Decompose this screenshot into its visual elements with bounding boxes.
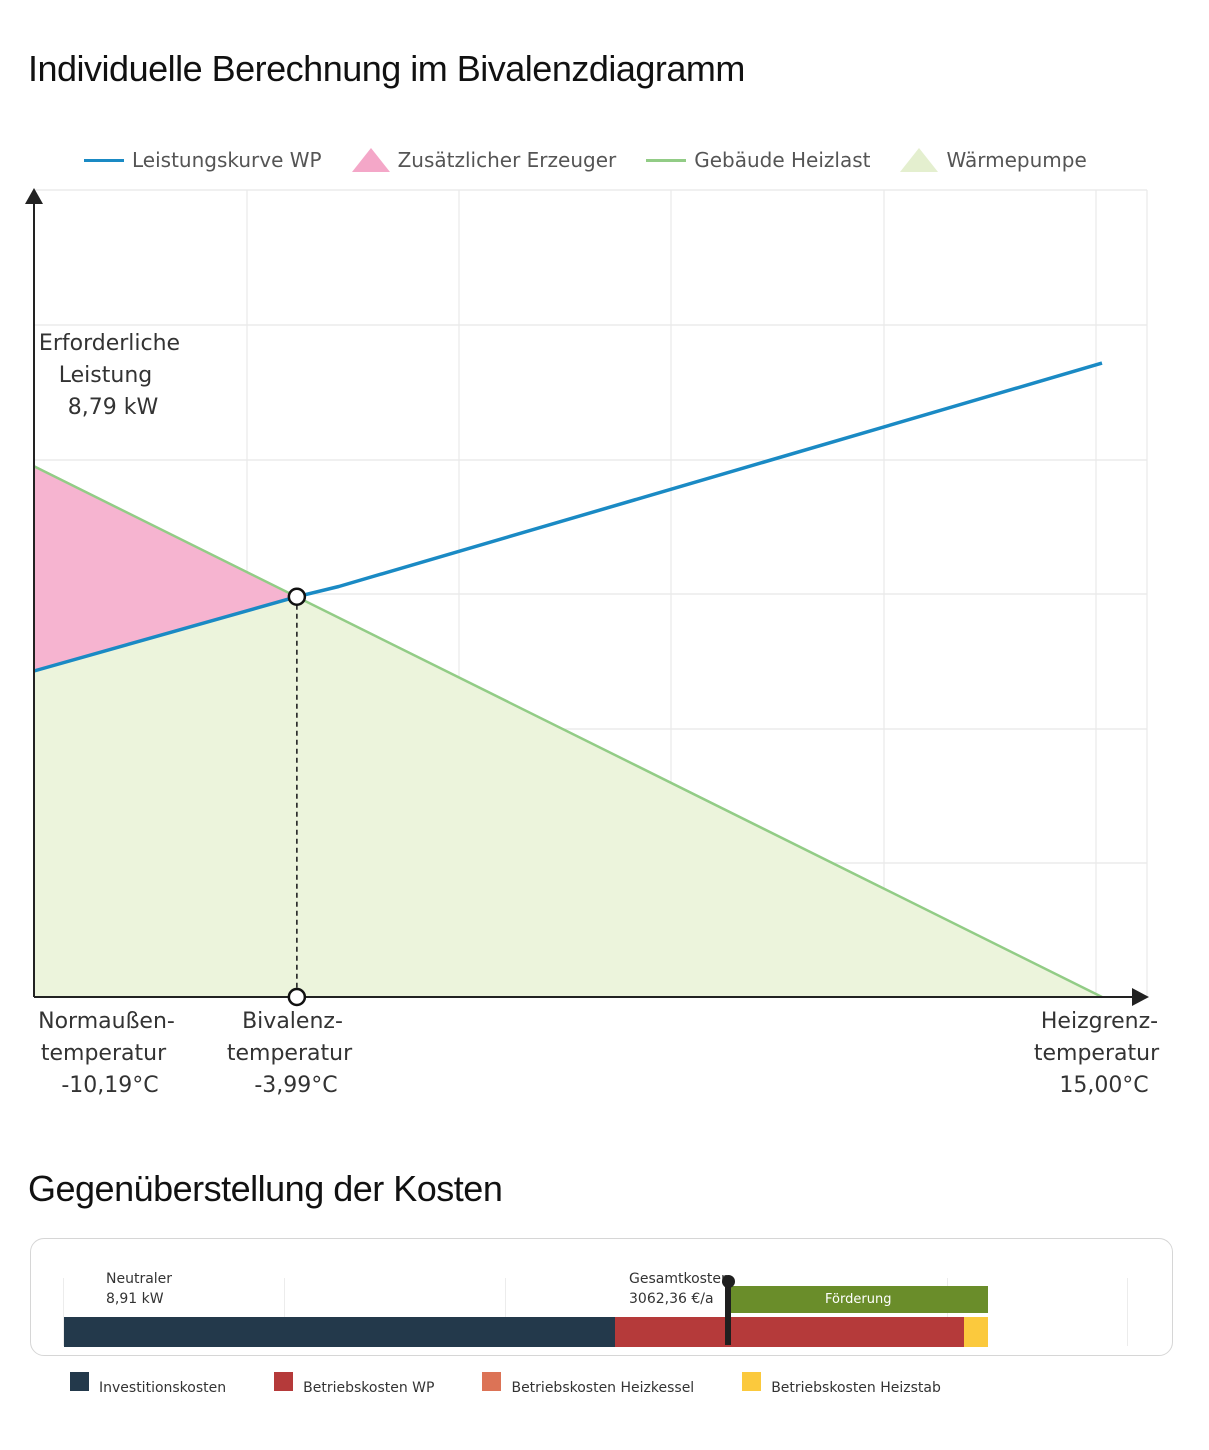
- area-zusaetzlicher-erzeuger: [34, 466, 297, 671]
- legend-line-swatch: [646, 158, 687, 162]
- legend-item-waermepumpe[interactable]: Wärmepumpe: [900, 148, 1087, 172]
- series-line-leistungskurve-wp: [33, 361, 1103, 673]
- neutral-label: Neutraler 8,91 kW: [106, 1271, 173, 1307]
- subsidy-label: Förderung: [825, 1292, 892, 1307]
- legend-label: Gebäude Heizlast: [694, 148, 871, 172]
- cost-legend-item-betriebskosten-heizkessel[interactable]: Betriebskosten Heizkessel: [482, 1370, 694, 1396]
- bivalence-axis-point: [287, 987, 307, 1007]
- cost-section-title: Gegenüberstellung der Kosten: [28, 1168, 503, 1209]
- legend-label: Leistungskurve WP: [132, 148, 322, 172]
- cost-legend-item-betriebskosten-wp[interactable]: Betriebskosten WP: [274, 1370, 434, 1396]
- legend-label: Zusätzlicher Erzeuger: [397, 148, 617, 172]
- cost-legend: Investitionskosten Betriebskosten WP Bet…: [70, 1370, 989, 1396]
- legend-label: Investitionskosten: [99, 1380, 227, 1396]
- legend-label: Betriebskosten Heizkessel: [511, 1380, 695, 1396]
- legend-area-swatch: [351, 148, 390, 172]
- legend-swatch: [70, 1372, 89, 1391]
- x-label-heizgrenztemperatur: Heizgrenz- temperatur 15,00°C: [1034, 1009, 1166, 1098]
- legend-item-zusaetzlicher-erzeuger[interactable]: Zusätzlicher Erzeuger: [351, 148, 617, 172]
- legend-swatch: [274, 1372, 294, 1391]
- legend-area-swatch: [900, 148, 939, 172]
- series-line-gebaeude-heizlast: [33, 465, 1103, 999]
- cost-grid-line: [63, 1278, 64, 1346]
- total-cost-marker-dot: [721, 1275, 735, 1288]
- cost-grid-line: [1127, 1278, 1128, 1346]
- segment-betriebskosten-wp: [615, 1317, 965, 1347]
- x-label-normaussentemperatur: Normaußen- temperatur -10,19°C: [38, 1009, 182, 1098]
- cost-legend-item-betriebskosten-heizstab[interactable]: Betriebskosten Heizstab: [742, 1370, 941, 1396]
- legend-label: Betriebskosten WP: [303, 1380, 435, 1396]
- y-axis-arrow-icon: [25, 188, 43, 204]
- cost-legend-item-investitionskosten[interactable]: Investitionskosten: [70, 1370, 226, 1396]
- bivalence-chart: Erforderliche Leistung 8,79 kW Normaußen…: [25, 188, 1166, 1098]
- legend-swatch: [482, 1372, 502, 1391]
- legend-label: Betriebskosten Heizstab: [771, 1380, 941, 1396]
- cost-grid-line: [284, 1278, 285, 1346]
- segment-betriebskosten-heizstab: [964, 1317, 989, 1347]
- total-cost-marker: [725, 1282, 732, 1345]
- chart-legend: Leistungskurve WP Zusätzlicher Erzeuger …: [84, 142, 1117, 178]
- legend-item-leistungskurve[interactable]: Leistungskurve WP: [84, 148, 322, 172]
- cost-grid-line: [505, 1278, 506, 1346]
- bivalence-point: [287, 587, 307, 606]
- total-cost-label: Gesamtkosten 3062,36 €/a: [629, 1271, 730, 1307]
- subsidy-bar: Förderung: [728, 1286, 989, 1313]
- legend-item-gebaeude-heizlast[interactable]: Gebäude Heizlast: [646, 148, 870, 172]
- page-title: Individuelle Berechnung im Bivalenzdiagr…: [28, 48, 745, 89]
- x-label-bivalenztemperatur: Bivalenz- temperatur -3,99°C: [227, 1009, 359, 1098]
- segment-investitionskosten: [64, 1317, 616, 1347]
- x-axis-arrow-icon: [1132, 988, 1149, 1006]
- legend-swatch: [742, 1372, 762, 1391]
- legend-line-swatch: [84, 158, 124, 162]
- required-power-annotation: Erforderliche Leistung 8,79 kW: [39, 331, 187, 420]
- legend-label: Wärmepumpe: [946, 148, 1087, 172]
